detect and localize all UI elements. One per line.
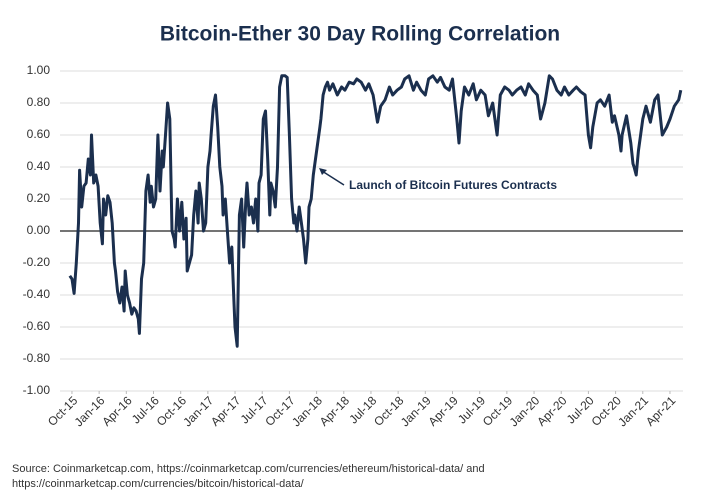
y-tick-label: -1.00 [23, 383, 51, 397]
x-tick-label: Jan-20 [507, 393, 543, 429]
data-line [68, 74, 683, 348]
x-tick-label: Apr-20 [534, 393, 570, 429]
chart-title: Bitcoin-Ether 30 Day Rolling Correlation [160, 23, 560, 46]
x-tick-label: Jan-19 [398, 393, 434, 429]
x-tick-label: Apr-16 [99, 393, 135, 429]
x-tick-label: Apr-17 [208, 393, 244, 429]
x-tick-label: Jan-18 [289, 393, 325, 429]
y-tick-label: 0.60 [27, 127, 51, 141]
annotation-arrow [321, 170, 345, 186]
x-tick-label: Jan-16 [72, 393, 108, 429]
y-tick-label: -0.60 [23, 319, 51, 333]
annotation-arrowhead [319, 168, 327, 175]
x-tick-label: Apr-18 [317, 393, 353, 429]
y-tick-label: -0.40 [23, 287, 51, 301]
annotation: Launch of Bitcoin Futures Contracts [349, 178, 557, 192]
x-tick-label: Apr-21 [643, 393, 679, 429]
y-tick-label: 1.00 [27, 63, 51, 77]
y-tick-label: -0.20 [23, 255, 51, 269]
y-tick-label: 0.20 [27, 191, 51, 205]
y-tick-label: 0.80 [27, 95, 51, 109]
y-tick-label: 0.40 [27, 159, 51, 173]
x-tick-label: Jan-17 [180, 393, 216, 429]
source-line: https://coinmarketcap.com/currencies/bit… [12, 478, 305, 490]
x-tick-label: Apr-19 [425, 393, 461, 429]
y-tick-label: -0.80 [23, 351, 51, 365]
source-line: Source: Coinmarketcap.com, https://coinm… [12, 463, 485, 475]
y-tick-label: 0.00 [27, 223, 51, 237]
x-tick-label: Jan-21 [615, 393, 651, 429]
